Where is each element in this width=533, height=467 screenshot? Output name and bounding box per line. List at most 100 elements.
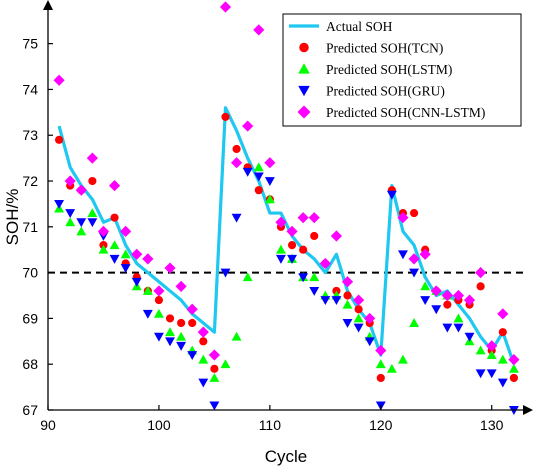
data-point-predicted-soh-cnn-lstm [330,230,343,242]
data-point-predicted-soh-lstm [242,272,253,282]
data-point-predicted-soh-gru [431,305,442,315]
data-point-predicted-soh-cnn-lstm [86,152,98,164]
data-point-predicted-soh-gru [398,250,408,260]
data-point-predicted-soh-cnn-lstm [441,289,453,302]
data-point-predicted-soh-tcn [165,314,175,323]
data-point-predicted-soh-tcn [88,176,97,186]
data-point-predicted-soh-gru [187,351,198,360]
data-point-predicted-soh-tcn [221,112,230,121]
data-point-predicted-soh-gru [364,337,375,347]
y-tick-label: 73 [22,127,38,143]
y-tick-label: 68 [22,356,38,372]
data-point-predicted-soh-tcn [154,296,164,305]
data-point-predicted-soh-lstm [120,249,131,259]
data-point-predicted-soh-cnn-lstm [175,280,187,292]
data-point-predicted-soh-lstm [165,327,175,337]
legend-swatch-predicted-soh-tcn [299,42,309,53]
data-point-predicted-soh-cnn-lstm [153,285,165,297]
legend-box [282,13,522,127]
data-point-predicted-soh-cnn-lstm [208,349,220,361]
data-point-predicted-soh-gru [153,332,164,342]
data-point-predicted-soh-gru [242,167,253,177]
data-point-predicted-soh-cnn-lstm [275,216,287,228]
data-point-predicted-soh-lstm [98,244,109,254]
y-tick-label: 69 [22,310,38,326]
data-point-predicted-soh-tcn [498,328,507,337]
data-point-predicted-soh-lstm [342,299,353,309]
data-point-predicted-soh-lstm [220,359,231,369]
data-point-predicted-soh-tcn [287,241,297,250]
data-point-predicted-soh-gru [320,296,331,306]
data-point-predicted-soh-lstm [198,354,209,364]
data-point-predicted-soh-gru [54,199,65,209]
data-point-predicted-soh-lstm [209,372,220,382]
y-tick-label: 72 [22,173,38,189]
data-point-predicted-soh-cnn-lstm [131,248,143,260]
data-point-predicted-soh-lstm [87,208,98,218]
legend-label-predicted-soh-lstm: Predicted SOH(LSTM) [326,62,452,77]
data-point-predicted-soh-lstm [309,272,320,282]
data-point-predicted-soh-gru [409,268,420,278]
data-point-predicted-soh-gru [386,190,397,200]
data-point-predicted-soh-gru [442,323,453,333]
data-point-predicted-soh-gru [220,268,231,278]
data-point-predicted-soh-cnn-lstm [97,225,110,237]
data-point-predicted-soh-cnn-lstm [75,184,87,196]
legend-swatch-predicted-soh-cnn-lstm [297,105,311,119]
data-point-predicted-soh-tcn [443,300,452,309]
legend-label-predicted-soh-cnn-lstm: Predicted SOH(CNN-LSTM) [326,105,485,120]
data-point-predicted-soh-tcn [299,245,308,254]
data-point-predicted-soh-cnn-lstm [364,312,376,324]
data-point-predicted-soh-tcn [476,282,485,291]
data-point-predicted-soh-lstm [153,308,164,318]
data-point-predicted-soh-gru [420,296,431,306]
data-point-predicted-soh-gru [309,286,320,296]
data-point-predicted-soh-lstm [176,331,187,341]
data-point-predicted-soh-tcn [177,318,186,328]
data-point-predicted-soh-lstm [353,313,364,323]
data-point-predicted-soh-cnn-lstm [253,24,265,36]
data-point-predicted-soh-gru [276,254,286,264]
data-point-predicted-soh-gru [231,213,242,223]
data-point-predicted-soh-cnn-lstm [497,308,509,320]
data-point-predicted-soh-gru [264,177,275,186]
data-point-predicted-soh-cnn-lstm [463,294,476,306]
data-point-predicted-soh-gru [253,172,264,182]
data-point-predicted-soh-gru [165,337,175,347]
data-point-predicted-soh-lstm [65,217,76,227]
data-point-predicted-soh-tcn [55,135,64,144]
data-point-predicted-soh-gru [109,254,120,264]
data-point-predicted-soh-cnn-lstm [375,344,387,357]
data-point-predicted-soh-cnn-lstm [186,303,198,315]
data-point-predicted-soh-gru [287,254,297,264]
data-point-predicted-soh-lstm [398,354,408,364]
data-point-predicted-soh-lstm [276,244,286,254]
data-point-predicted-soh-cnn-lstm [230,157,243,169]
data-point-predicted-soh-cnn-lstm [341,276,354,288]
data-point-predicted-soh-gru [87,218,98,228]
data-point-predicted-soh-gru [131,277,142,287]
data-point-predicted-soh-tcn [509,373,518,383]
data-point-predicted-soh-gru [120,264,131,273]
data-point-predicted-soh-cnn-lstm [475,267,487,279]
legend-label-predicted-soh-gru: Predicted SOH(GRU) [326,84,445,99]
data-point-predicted-soh-gru [176,341,187,351]
data-point-predicted-soh-gru [453,323,464,333]
data-point-predicted-soh-lstm [475,345,486,355]
data-point-predicted-soh-cnn-lstm [308,212,320,224]
data-point-predicted-soh-lstm [264,194,275,204]
data-point-predicted-soh-cnn-lstm [264,157,276,169]
data-point-predicted-soh-cnn-lstm [319,257,331,270]
data-point-predicted-soh-gru [353,323,364,333]
x-tick-label: 100 [147,417,171,433]
data-point-predicted-soh-tcn [199,337,208,346]
data-point-predicted-soh-lstm [409,318,420,327]
data-point-predicted-soh-gru [76,218,87,228]
data-point-predicted-soh-tcn [409,208,419,218]
data-point-predicted-soh-lstm [253,162,264,172]
data-point-predicted-soh-cnn-lstm [219,1,232,13]
data-point-predicted-soh-tcn [343,291,352,300]
data-point-predicted-soh-lstm [142,285,153,295]
legend-swatch-predicted-soh-lstm [298,63,310,74]
data-point-predicted-soh-tcn [310,231,319,241]
